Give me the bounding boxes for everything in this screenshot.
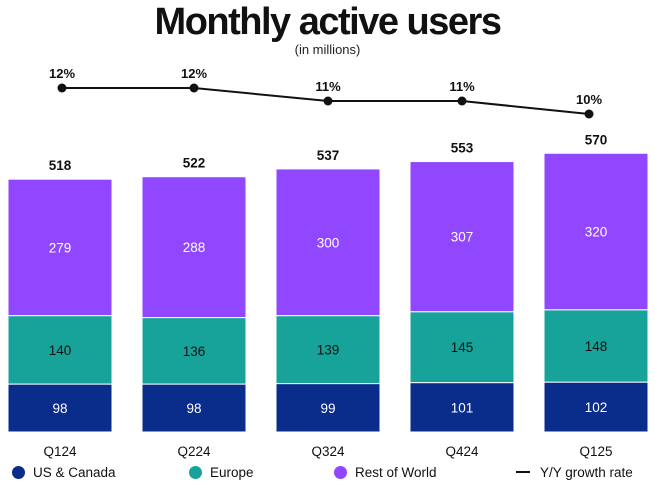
total-label: 518 <box>49 158 72 173</box>
data-label-rest-of-world: 320 <box>585 225 608 240</box>
data-label-us-canada: 101 <box>451 400 474 415</box>
growth-label: 11% <box>315 79 341 94</box>
bar-europe <box>543 309 649 383</box>
bar-rest-of-world <box>141 176 247 319</box>
bar-rest-of-world <box>7 178 113 317</box>
data-label-europe: 139 <box>317 343 340 358</box>
data-label-us-canada: 98 <box>52 401 67 416</box>
bar-us-canada <box>543 381 649 433</box>
growth-point <box>457 96 467 106</box>
bar-us-canada <box>7 383 113 433</box>
growth-point <box>189 83 199 93</box>
x-tick-label: Q125 <box>579 444 612 459</box>
bar-europe <box>7 315 113 385</box>
data-label-rest-of-world: 300 <box>317 235 340 250</box>
data-label-europe: 140 <box>49 343 72 358</box>
legend-item-us-canada: US & Canada <box>12 463 116 481</box>
x-tick-label: Q224 <box>177 444 211 459</box>
data-label-rest-of-world: 307 <box>451 230 474 245</box>
chart-title: Monthly active users <box>154 1 502 43</box>
legend-swatch-yy-growth <box>516 470 530 474</box>
legend-item-rest-of-world: Rest of World <box>334 463 437 481</box>
data-label-us-canada: 102 <box>585 400 608 415</box>
data-label-rest-of-world: 288 <box>183 240 206 255</box>
chart-subtitle: (in millions) <box>294 42 361 57</box>
legend-label-europe: Europe <box>210 464 254 480</box>
growth-label: 10% <box>576 92 602 107</box>
data-label-europe: 148 <box>585 339 608 354</box>
bar-rest-of-world <box>543 152 649 311</box>
data-label-rest-of-world: 279 <box>49 240 72 255</box>
growth-point <box>323 96 333 106</box>
bar-rest-of-world <box>275 168 381 317</box>
x-tick-label: Q324 <box>311 444 345 459</box>
legend-label-us-canada: US & Canada <box>33 464 116 480</box>
growth-point <box>584 109 594 119</box>
data-label-europe: 145 <box>451 340 474 355</box>
legend-label-yy-growth: Y/Y growth rate <box>540 464 633 480</box>
x-tick-label: Q124 <box>43 444 77 459</box>
total-label: 570 <box>585 132 608 147</box>
growth-label: 12% <box>181 66 207 81</box>
legend-swatch-europe <box>189 465 202 479</box>
legend-label-rest-of-world: Rest of World <box>355 464 437 480</box>
growth-point <box>57 83 67 93</box>
legend-item-europe: Europe <box>189 463 254 481</box>
legend-item-yy-growth: Y/Y growth rate <box>516 463 633 481</box>
legend-swatch-us-canada <box>12 465 25 479</box>
total-label: 537 <box>317 148 340 163</box>
total-label: 553 <box>451 141 474 156</box>
legend-swatch-rest-of-world <box>334 465 347 479</box>
data-label-us-canada: 98 <box>186 401 201 416</box>
bar-us-canada <box>409 382 515 433</box>
bar-europe <box>141 317 247 385</box>
total-label: 522 <box>183 156 206 171</box>
data-label-us-canada: 99 <box>320 401 335 416</box>
x-tick-label: Q424 <box>445 444 479 459</box>
bar-rest-of-world <box>409 161 515 313</box>
growth-label: 11% <box>449 79 475 94</box>
bar-us-canada <box>141 383 247 433</box>
bar-europe <box>409 311 515 384</box>
growth-label: 12% <box>49 66 75 81</box>
bar-us-canada <box>275 383 381 433</box>
data-label-europe: 136 <box>183 344 206 359</box>
